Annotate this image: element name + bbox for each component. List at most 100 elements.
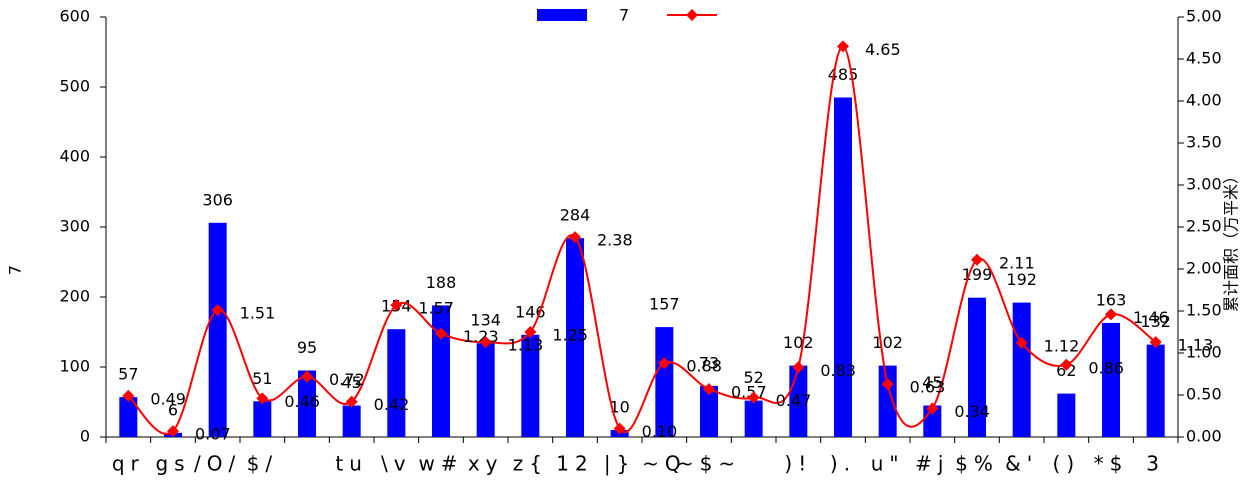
bar (968, 297, 986, 437)
x-tick-label: *$ (1094, 452, 1129, 476)
y2-tick-label: 4.50 (1186, 49, 1222, 68)
bar-value-label: 163 (1096, 290, 1127, 309)
line-marker (524, 326, 537, 338)
line-marker (837, 40, 849, 53)
line-value-label: 1.12 (1044, 336, 1080, 355)
bar-value-label: 157 (649, 295, 680, 314)
y-axis-label: 7 (6, 265, 25, 275)
line-value-label: 0.47 (776, 391, 812, 410)
bar-value-label: 45 (922, 373, 942, 392)
line-marker (435, 327, 447, 340)
line-marker (569, 231, 581, 244)
y2-tick-label: 3.50 (1186, 133, 1222, 152)
x-tick-label: qr (112, 452, 145, 476)
line-value-label: 0.63 (910, 378, 946, 397)
line-value-label: 2.38 (597, 231, 633, 250)
line-marker (971, 253, 983, 266)
bar (1102, 322, 1120, 437)
y-tick-label: 600 (59, 7, 90, 26)
y2-tick-label: 2.50 (1186, 217, 1222, 236)
bar (700, 385, 718, 437)
line-marker (479, 336, 492, 349)
line-value-label: 1.13 (508, 336, 544, 355)
y-tick-label: 400 (59, 147, 90, 166)
line-value-label: 0.49 (150, 389, 186, 408)
bar-value-label: 134 (470, 311, 501, 330)
bar (834, 97, 852, 437)
legend-label: 7 (619, 6, 629, 25)
line-marker (256, 392, 269, 405)
x-tick-label: #j (915, 452, 949, 476)
x-tick-label: tu (335, 452, 368, 476)
bar (342, 405, 361, 437)
y2-tick-label: 4.00 (1186, 91, 1222, 110)
line-value-label: 0.83 (820, 361, 856, 380)
x-tick-label: \v (381, 452, 412, 476)
line-marker (167, 425, 179, 438)
line-marker (881, 378, 894, 391)
y2-tick-label: 1.50 (1186, 301, 1222, 320)
y2-tick-label: 0.00 (1186, 427, 1222, 446)
y2-tick-label: 2.00 (1186, 259, 1222, 278)
line-marker (703, 383, 715, 396)
x-tick-label: gs (155, 452, 190, 476)
x-tick-label: ). (830, 452, 856, 476)
bar-value-label: 10 (609, 398, 629, 417)
y-tick-label: 100 (59, 357, 90, 376)
line-value-label: 0.34 (954, 402, 990, 421)
y-tick-label: 500 (59, 77, 90, 96)
x-tick-label: $% (955, 452, 999, 476)
x-tick-label: 3 (1146, 452, 1165, 476)
x-tick-label: z{ (513, 452, 548, 476)
line-value-label: 1.57 (418, 299, 454, 318)
line-value-label: 1.25 (552, 326, 588, 345)
bar (1012, 302, 1031, 437)
y2-tick-label: 3.00 (1186, 175, 1222, 194)
y-tick-label: 300 (59, 217, 90, 236)
x-tick-label: |} (604, 452, 635, 476)
x-tick-label: )! (784, 452, 812, 476)
bar (432, 305, 450, 437)
line-value-label: 2.11 (999, 253, 1035, 272)
bar-value-label: 199 (962, 265, 993, 284)
y-tick-label: 200 (59, 287, 90, 306)
line-value-label: 0.72 (329, 370, 365, 389)
bar-value-label: 132 (1140, 312, 1171, 331)
bar (744, 400, 763, 437)
bar-value-label: 102 (783, 333, 814, 352)
bar-value-label: 284 (560, 206, 591, 225)
bar-value-label: 6 (168, 400, 178, 419)
line-value-label: 1.13 (1178, 336, 1214, 355)
y2-tick-label: 0.50 (1186, 385, 1222, 404)
bar-value-label: 306 (202, 190, 233, 209)
bar-value-label: 95 (297, 338, 317, 357)
line-marker (122, 389, 135, 402)
bar (253, 401, 272, 437)
line-marker (926, 402, 939, 415)
line-marker (211, 304, 224, 317)
x-tick-label: w# (418, 452, 463, 476)
y2-axis-label: 累计面积（万平米） (1222, 168, 1241, 312)
bar-value-label: 102 (872, 333, 903, 352)
bar (476, 343, 495, 437)
bar-value-label: 57 (118, 365, 138, 384)
line-value-label: 1.46 (1133, 308, 1169, 327)
line-value-label: 0.10 (642, 422, 678, 441)
line-marker (345, 395, 358, 408)
x-tick-label: ~Q (642, 452, 687, 476)
x-tick-label: xy (468, 452, 504, 476)
line-marker (792, 361, 805, 374)
x-tick-label: ~$~ (677, 452, 741, 476)
y2-tick-label: 1.00 (1186, 343, 1222, 362)
line-value-label: 1.51 (240, 304, 276, 323)
bar-value-label: 52 (743, 368, 763, 387)
bar (1146, 344, 1165, 437)
bar-value-label: 188 (426, 273, 457, 292)
x-tick-label: u" (871, 452, 905, 476)
line-value-label: 0.46 (284, 392, 320, 411)
line-marker (658, 357, 671, 370)
bar (878, 365, 897, 437)
legend-swatch (537, 9, 587, 21)
x-tick-label: $/ (247, 452, 278, 476)
